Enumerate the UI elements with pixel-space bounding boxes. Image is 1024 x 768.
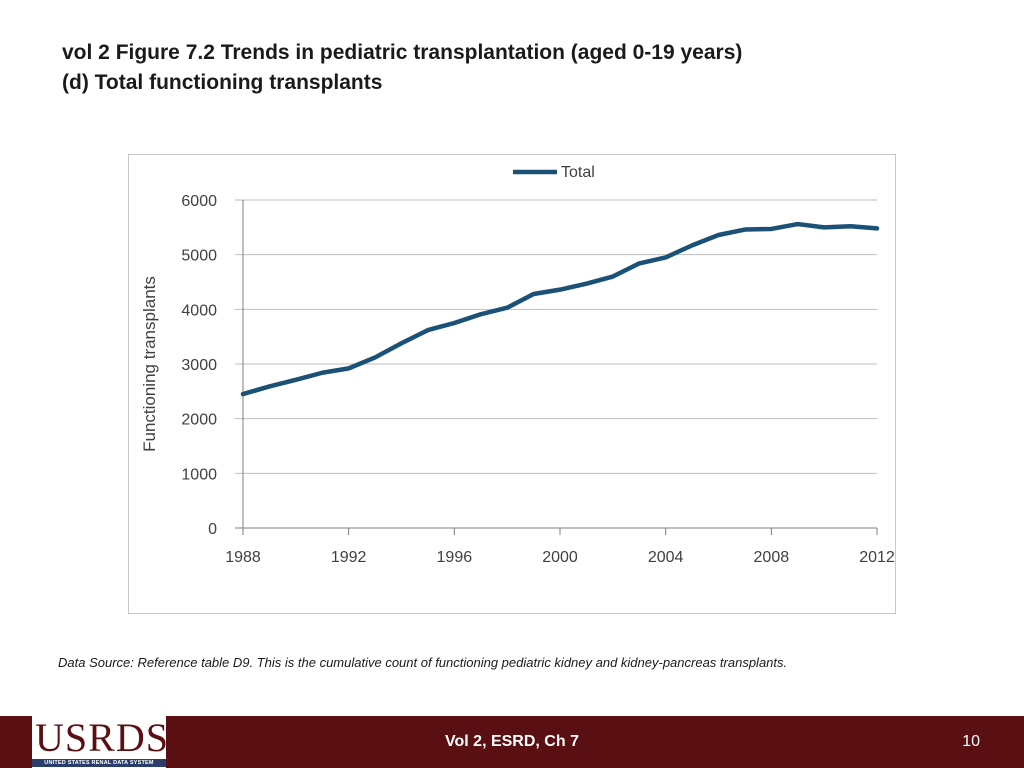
data-point [373,355,378,360]
title-line-2: (d) Total functioning transplants [62,71,383,94]
data-point [320,370,325,375]
data-point [346,366,351,371]
title-line-1: vol 2 Figure 7.2 Trends in pediatric tra… [62,41,743,64]
logo-subtext: UNITED STATES RENAL DATA SYSTEM [32,759,166,767]
data-point [637,261,642,266]
y-tick-label: 1000 [181,466,217,483]
data-point [742,227,747,232]
y-tick-label: 6000 [181,193,217,210]
y-tick-label: 3000 [181,357,217,374]
y-tick-label: 4000 [181,302,217,319]
data-point [795,222,800,227]
data-point [399,341,404,346]
data-point [769,226,774,231]
x-tick-label: 1996 [437,549,473,566]
data-point [690,243,695,248]
data-point [610,274,615,279]
x-tick-label: 2000 [542,549,578,566]
data-point [267,384,272,389]
data-point [531,292,536,297]
x-tick-label: 2012 [859,549,895,566]
data-point [584,281,589,286]
data-point [848,224,853,229]
y-tick-label: 2000 [181,412,217,429]
footer-bar [0,716,1024,768]
logo-text: USRDS [35,715,169,760]
data-point [822,225,827,230]
data-point [663,255,668,260]
data-point [241,392,245,397]
y-tick-label: 5000 [181,248,217,265]
chart-frame: 0 1000 2000 3000 4000 5000 6000 1988 1992 1996 200… [128,154,896,614]
x-tick-label: 2004 [648,549,684,566]
footer-chapter-label: Vol 2, ESRD, Ch 7 [445,733,579,750]
usrds-logo: USRDS UNITED STATES RENAL DATA SYSTEM [32,715,169,768]
data-point [425,328,430,333]
y-tick-label: 0 [208,521,217,538]
data-point [558,287,562,292]
x-tick-label: 1988 [225,549,261,566]
data-point [716,232,721,237]
data-source-note: Data Source: Reference table D9. This is… [58,655,788,670]
y-axis-title: Functioning transplants [140,276,159,452]
data-point [505,305,510,310]
data-point [875,226,879,231]
slide-title: vol 2 Figure 7.2 Trends in pediatric tra… [62,38,742,98]
line-chart: 0 1000 2000 3000 4000 5000 6000 1988 1992 1996 200… [140,164,895,566]
page-number: 10 [962,733,980,750]
data-point [293,377,298,382]
x-tick-label: 2008 [754,549,790,566]
legend-label-total: Total [561,164,595,181]
x-tick-label: 1992 [331,549,367,566]
data-point [478,312,483,317]
data-point [452,321,457,325]
